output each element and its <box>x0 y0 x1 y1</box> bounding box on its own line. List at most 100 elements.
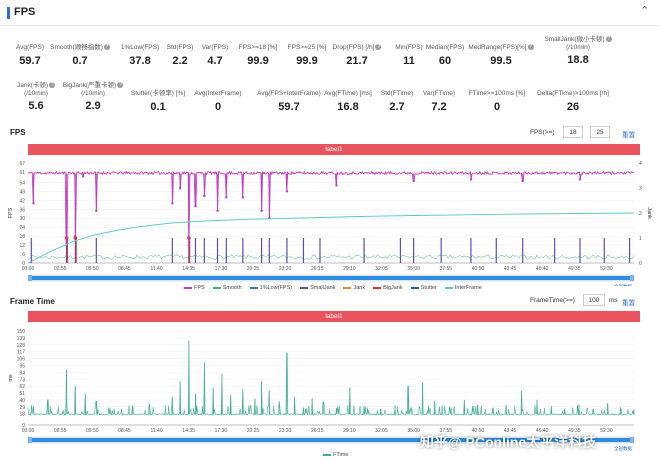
x-tick-label: 11:40 <box>150 428 162 434</box>
stat-stats_row2-8: FTime>=100ms [%] 0 <box>457 90 537 114</box>
help-icon[interactable]: ? <box>605 36 612 43</box>
fps-dip-point <box>194 205 197 208</box>
stat-stats_row2-6: Std(FTime) 2.7 <box>357 90 437 114</box>
fps-dip-point <box>335 184 338 187</box>
fps-threshold-label: FPS(>=) <box>530 129 555 136</box>
x-tick-label: 32:05 <box>375 266 388 272</box>
y-tick-label: 18 <box>19 412 25 418</box>
legend-label: BigJank <box>383 285 403 291</box>
y-tick-label: 117 <box>17 350 25 356</box>
y-tick-label: 30 <box>19 216 25 222</box>
header-accent-bar <box>7 7 10 19</box>
stat-value: 7.2 <box>431 101 447 113</box>
x-tick-label: 46:40 <box>536 428 549 434</box>
stat-value: 99.9 <box>247 55 269 67</box>
stat-sublabel: (/10min) <box>566 44 590 51</box>
scrollbar-handle-left <box>28 437 32 443</box>
legend-item[interactable]: Stutter <box>403 285 437 291</box>
stat-label: BigJank(严重卡顿)? <box>62 82 124 89</box>
x-tick-label: 08:45 <box>118 266 131 272</box>
chevron-up-icon[interactable]: ⌃ <box>640 5 650 17</box>
help-icon[interactable]: ? <box>527 44 534 51</box>
x-tick-label: 49:35 <box>568 266 581 272</box>
legend-swatch <box>184 286 192 289</box>
stat-stats_row2-0: Jank(卡顿)? (/10min) 5.6 <box>0 82 76 113</box>
stat-label: Std(FPS) <box>166 44 194 51</box>
x-tick-label: 02:55 <box>54 266 67 272</box>
x-tick-label: 35:00 <box>407 266 420 272</box>
stat-label: Drop(FPS) [/h]? <box>332 44 382 51</box>
x-tick-label: 29:10 <box>343 266 356 272</box>
legend-item[interactable]: FTime <box>315 452 348 458</box>
stat-stats_row1-6: FPS>=25 [%] 99.9 <box>267 44 347 68</box>
y-tick-label: 54 <box>19 180 25 186</box>
legend-item[interactable]: BigJank <box>365 285 403 291</box>
help-icon[interactable]: ? <box>103 44 110 51</box>
stat-value: 21.7 <box>346 55 368 67</box>
stat-value: 5.6 <box>28 100 44 112</box>
frametime-threshold-input[interactable]: 100 <box>583 294 605 306</box>
x-tick-label: 46:40 <box>536 266 549 272</box>
legend-item[interactable]: Jank <box>335 285 365 291</box>
stat-label: SmallJank(微小卡顿)? <box>544 36 612 43</box>
stat-value: 11 <box>403 55 415 67</box>
fps-threshold-input-1[interactable]: 18 <box>563 126 583 138</box>
frametime-threshold-label: FrameTime(>=) <box>530 297 575 304</box>
stat-stats_row2-2: Stutter(卡顿率) [%] 0.1 <box>118 90 198 114</box>
stat-stats_row2-9: Delta(FTime)>100ms [/h] 26 <box>533 90 613 114</box>
help-icon[interactable]: ? <box>117 82 124 89</box>
series-fps <box>27 170 635 246</box>
stat-label: 1%Low(FPS) <box>120 44 160 51</box>
x-tick-label: 29:10 <box>343 428 356 434</box>
stat-stats_row1-3: Std(FPS) 2.2 <box>140 44 220 68</box>
fps-section-title: FPS <box>10 128 26 137</box>
series-interframe <box>27 212 635 264</box>
stat-label: Delta(FTime)>100ms [/h] <box>537 90 609 97</box>
fps-label-band: label1 <box>28 144 640 155</box>
stat-stats_row1-11: SmallJank(微小卡顿)? (/10min) 18.8 <box>538 36 618 67</box>
y-tick-label: 62 <box>19 384 25 390</box>
watermark-text: 知乎@ PConline太平洋科技 <box>420 434 597 450</box>
stat-stats_row1-10: MedRange(FPS)[%]? 99.5 <box>461 44 541 68</box>
legend-item[interactable]: FPS <box>176 285 205 291</box>
stat-value: 26 <box>566 101 580 113</box>
fps-dip-point <box>469 178 473 181</box>
frametime-reset-button[interactable]: 重置 <box>622 300 635 307</box>
y-tick-label: 95 <box>19 363 25 369</box>
fps-dip-point <box>521 179 524 183</box>
legend-label: SmallJank <box>310 285 336 291</box>
frametime-label-band: label1 <box>28 311 640 322</box>
stat-value: 0.1 <box>150 101 166 113</box>
legend-item[interactable]: SmallJank <box>292 285 335 291</box>
y-tick-label: 84 <box>19 370 25 376</box>
fps-threshold-input-2[interactable]: 25 <box>590 126 610 138</box>
y-tick-label: 12 <box>19 243 25 249</box>
legend-swatch <box>410 286 419 289</box>
legend-swatch <box>323 453 331 456</box>
fps-dip-point <box>74 234 77 238</box>
stat-value: 0.7 <box>72 55 88 67</box>
x-tick-label: 43:45 <box>504 266 517 272</box>
stat-value: 99.5 <box>490 55 512 67</box>
stat-stats_row1-0: Avg(FPS) 59.7 <box>0 44 70 68</box>
legend-item[interactable]: InterFrame <box>437 285 482 291</box>
legend-swatch <box>212 286 221 289</box>
frametime-legend: FTime <box>315 452 348 458</box>
fps-dip-point <box>412 179 415 183</box>
fps-dip-point <box>178 187 182 190</box>
x-tick-label: 40:50 <box>472 428 485 434</box>
help-icon[interactable]: ? <box>375 44 382 51</box>
fps-dip-point <box>171 202 174 205</box>
legend-item[interactable]: 1%Low(FPS) <box>242 285 292 291</box>
legend-item[interactable]: Smooth <box>205 285 242 291</box>
fps-reset-button[interactable]: 重置 <box>622 132 635 139</box>
x-tick-label: 17:30 <box>215 428 228 434</box>
scrollbar-handle-right <box>630 275 634 281</box>
stat-stats_row1-4: Var(FPS) 4.7 <box>175 44 255 68</box>
page-header: FPS ⌃ <box>0 0 660 26</box>
help-icon[interactable]: ? <box>49 82 56 89</box>
legend-label: Jank <box>353 285 366 291</box>
fps-dip-point <box>260 209 263 212</box>
